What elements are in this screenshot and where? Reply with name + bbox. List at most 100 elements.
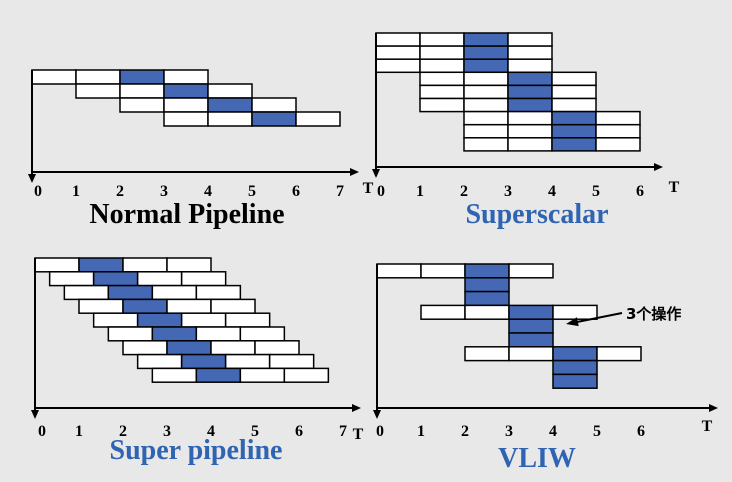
instruction-row [419,97,597,113]
instruction-row [75,83,253,99]
time-axis-arrowhead [350,168,359,176]
stage-cell [151,284,198,301]
instruction-row [31,69,209,85]
stage-cell [552,304,598,320]
instruction-row [78,298,256,314]
panel-superscalar: 0 1 2 3 4 5 6 T Superscalar [372,32,680,230]
stage-cell [119,83,165,99]
stage-cell [508,263,554,279]
instruction-row [552,359,598,376]
tick-label: 4 [204,183,212,200]
tick-label: 3 [504,183,512,200]
instruction-row [34,257,212,273]
stage-cell [195,326,242,342]
stage-grid [34,257,330,383]
stage-cell [251,97,297,113]
stage-cell [507,110,553,126]
stage-cell [419,32,465,47]
stage-cell [107,326,154,342]
panel-vliw: 0 1 2 3 4 5 6 T VLIW [373,263,718,474]
stage-cell [463,97,509,113]
tick-label: 3 [505,423,513,440]
instruction-row [508,318,554,334]
time-axis-arrowhead [709,404,718,412]
stage-cell [595,123,641,139]
highlighted-stage-cell [552,346,598,362]
stage-cell [551,71,597,87]
highlighted-stage-cell [463,45,509,60]
highlighted-stage-cell [551,110,597,126]
tick-label: 5 [251,423,259,440]
panel-title: Normal Pipeline [89,199,284,230]
instruction-row [463,123,641,139]
stage-cell [283,367,330,383]
highlighted-stage-cell [78,257,124,273]
stage-cell [375,32,421,47]
tick-label: 5 [593,423,601,440]
stage-cell [420,263,466,279]
instruction-row [552,373,598,389]
stage-cell [92,312,139,328]
time-axis-label: T [702,418,713,435]
stage-cell [464,304,510,320]
highlighted-stage-cell [166,340,212,356]
stage-cell [375,45,421,60]
stage-cell [119,97,165,113]
tick-label: 7 [339,423,347,440]
instruction-row [463,110,641,126]
annotation-label: 3个操作 [626,305,681,323]
instruction-row [464,290,510,307]
tick-label: 3 [160,183,168,200]
annotation: 3个操作 [566,305,681,327]
instruction-row [119,97,297,113]
stage-cell [420,304,466,320]
instruction-row [122,340,300,356]
stage-cell [463,110,509,126]
highlighted-stage-cell [464,290,510,307]
highlighted-stage-cell [552,359,598,376]
stage-cell [507,123,553,139]
stage-cell [180,271,227,287]
stage-cell [507,137,553,152]
tick-label: 6 [292,183,300,200]
stage-cell [75,83,121,99]
stage-grid [375,32,641,152]
stage-cell [122,257,168,273]
stage-cell [239,326,286,342]
vertical-axis-arrowhead [31,410,39,419]
highlighted-stage-cell [207,97,253,113]
stage-cell [551,97,597,113]
time-axis-arrowhead [352,404,361,412]
tick-label: 0 [34,183,42,200]
vertical-axis-arrowhead [372,169,380,178]
highlighted-stage-cell [119,69,165,85]
tick-label: 2 [461,423,469,440]
stage-cell [551,84,597,100]
tick-label: 0 [38,423,46,440]
stage-cell [419,58,465,74]
tick-label: 4 [207,423,215,440]
highlighted-stage-cell [163,83,209,99]
instruction-row [376,263,554,279]
time-axis-arrowhead [654,163,663,171]
annotation-arrowhead [566,317,579,327]
tick-label: 5 [592,183,600,200]
tick-label: 3 [163,423,171,440]
highlighted-stage-cell [151,326,198,342]
stage-cell [508,346,554,362]
tick-label: 5 [248,183,256,200]
stage-cell [595,137,641,152]
stage-cell [419,71,465,87]
instruction-row [107,326,286,342]
instruction-row [419,84,597,100]
instruction-row [464,277,510,293]
tick-label: 6 [636,183,644,200]
stage-cell [166,257,212,273]
panel-super-pipeline: 0 1 2 3 4 5 6 7 T Super pipeline [31,257,364,466]
stage-cell [122,340,168,356]
stage-cell [195,284,242,301]
stage-cell [78,298,124,314]
highlighted-stage-cell [180,353,227,370]
stage-cell [34,257,80,273]
tick-label: 0 [377,183,385,200]
